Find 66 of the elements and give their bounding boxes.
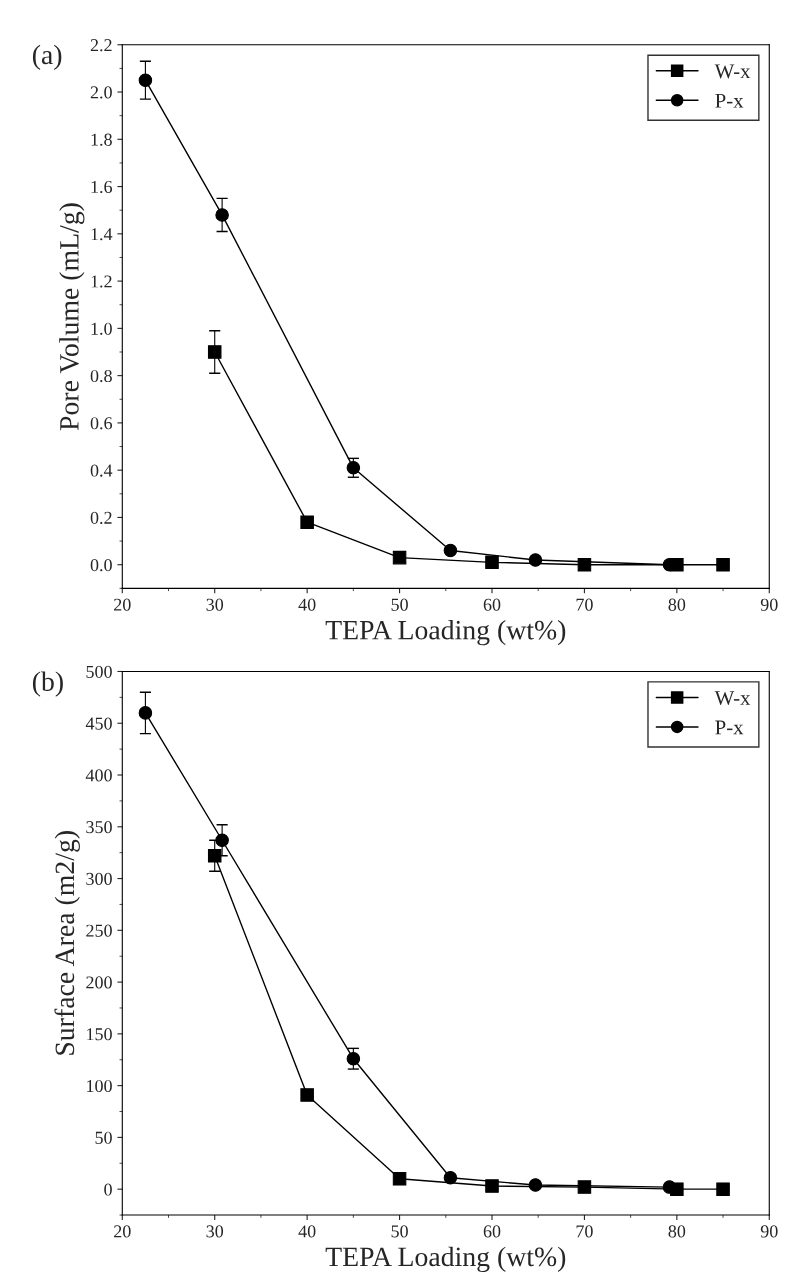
- text: (b): [32, 671, 63, 697]
- point: [346, 1051, 361, 1066]
- x-tick-label: 30: [206, 598, 224, 611]
- point: [443, 1171, 458, 1185]
- y-tick-label: 0.8: [90, 369, 112, 383]
- legend-label: W-x: [714, 691, 751, 706]
- y-axis-title: Pore Volume (mL/g): [59, 203, 85, 431]
- point: [207, 345, 222, 359]
- point: [300, 515, 314, 529]
- x-axis-title: TEPA Loading (wt%): [325, 619, 566, 646]
- y-tick-label: 1.8: [91, 133, 112, 146]
- y-tick-label: 350: [86, 821, 112, 834]
- y-axis-title: Surface Area (m2/g): [54, 831, 80, 1055]
- x-tick-label: 40: [298, 1225, 316, 1238]
- point: [300, 1088, 314, 1102]
- y-tick-label: 250: [86, 924, 112, 937]
- point: [443, 543, 458, 558]
- y-tick-label: 0: [104, 1183, 112, 1196]
- point: [716, 557, 730, 572]
- point: [392, 1172, 407, 1186]
- y-tick-label: 2.0: [90, 86, 112, 99]
- y-tick-label: 400: [85, 769, 112, 782]
- point: [392, 550, 407, 565]
- point: [485, 1179, 499, 1193]
- x-tick-label: 70: [576, 598, 593, 611]
- x-tick-label: 30: [206, 1225, 224, 1238]
- point: [716, 1182, 730, 1196]
- point: [662, 1180, 677, 1194]
- point: [577, 1180, 592, 1194]
- x-tick-label: 60: [483, 1225, 501, 1238]
- y-tick-label: 0.4: [90, 464, 113, 477]
- x-tick-label: 20: [114, 1225, 131, 1238]
- legend-label: P-x: [715, 720, 744, 735]
- y-tick-label: 200: [86, 976, 112, 989]
- x-tick-label: 50: [391, 1225, 408, 1238]
- y-tick-label: 50: [95, 1131, 112, 1144]
- x-tick-label: 80: [668, 598, 686, 611]
- legend-label: P-x: [715, 93, 744, 108]
- x-axis-title: TEPA Loading (wt%): [325, 1246, 566, 1272]
- point: [207, 849, 222, 863]
- point: [528, 1178, 543, 1192]
- y-tick-label: 300: [86, 872, 112, 885]
- y-tick-label: 1.2: [91, 275, 112, 288]
- x-tick-label: 50: [391, 598, 408, 611]
- y-tick-label: 450: [85, 717, 112, 730]
- y-tick-label: 100: [87, 1079, 112, 1093]
- legend-label: W-x: [714, 64, 751, 79]
- y-tick-label: 0.2: [90, 511, 112, 524]
- y-tick-label: 1.0: [91, 322, 112, 335]
- y-tick-label: 0.6: [90, 417, 113, 430]
- y-tick-label: 1.4: [91, 228, 113, 241]
- y-tick-label: 0.0: [90, 558, 112, 572]
- y-tick-label: 1.6: [91, 180, 113, 194]
- x-tick-label: 20: [114, 598, 131, 611]
- y-tick-label: 150: [87, 1028, 112, 1041]
- x-tick-label: 60: [483, 598, 501, 611]
- x-tick-label: 90: [760, 598, 778, 611]
- point: [485, 555, 499, 570]
- text: (a): [32, 44, 62, 70]
- x-tick-label: 80: [668, 1225, 686, 1238]
- x-tick-label: 90: [760, 1225, 778, 1238]
- point: [528, 553, 543, 567]
- y-tick-label: 2.2: [90, 39, 112, 52]
- x-tick-label: 40: [298, 598, 316, 611]
- x-tick-label: 70: [576, 1225, 593, 1238]
- y-tick-label: 500: [86, 665, 112, 678]
